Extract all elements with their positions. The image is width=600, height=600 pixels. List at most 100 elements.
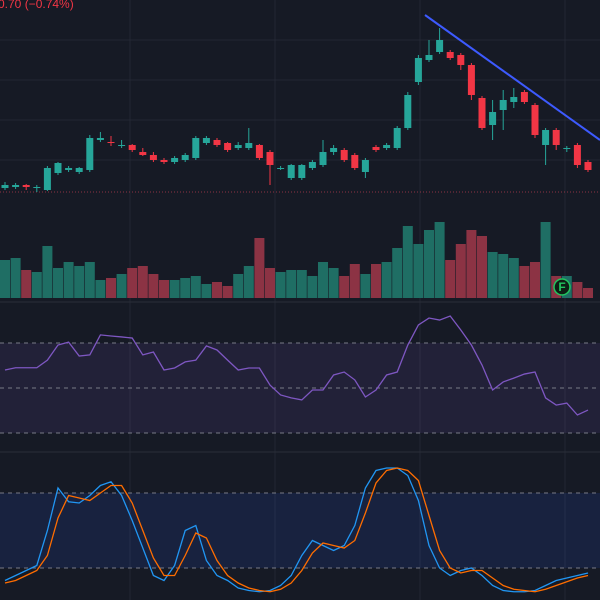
event-icon[interactable] bbox=[553, 278, 571, 296]
volume-bar bbox=[275, 272, 286, 298]
candle-body bbox=[22, 185, 30, 187]
candle-body bbox=[542, 130, 550, 145]
candle-body bbox=[202, 138, 210, 143]
candle-body bbox=[457, 55, 465, 65]
indicator-line bbox=[4, 315, 589, 416]
volume-bar bbox=[84, 262, 95, 298]
candle-body bbox=[33, 187, 41, 188]
candle-body bbox=[213, 140, 221, 145]
volume-bar bbox=[371, 264, 381, 298]
candle-body bbox=[1, 185, 9, 188]
candle-body bbox=[171, 158, 179, 162]
candle-body bbox=[563, 148, 571, 149]
candle-body bbox=[96, 138, 104, 140]
volume-bar bbox=[265, 268, 275, 298]
volume-bar bbox=[10, 258, 21, 298]
candle-body bbox=[573, 145, 581, 165]
indicator-line bbox=[4, 467, 589, 593]
volume-bar bbox=[487, 252, 498, 298]
candle-body bbox=[446, 52, 454, 58]
candle-body bbox=[478, 98, 486, 128]
candle-body bbox=[75, 168, 83, 172]
volume-bar bbox=[222, 286, 233, 298]
volume-bar bbox=[31, 272, 42, 298]
volume-bar bbox=[530, 262, 540, 298]
candle-body bbox=[499, 100, 507, 110]
candle-body bbox=[234, 145, 242, 148]
candle-body bbox=[319, 152, 327, 165]
volume-bar bbox=[212, 282, 222, 298]
candle-body bbox=[330, 148, 338, 152]
volume-bar bbox=[349, 264, 360, 298]
volume-bar bbox=[434, 222, 445, 298]
indicator-pane bbox=[0, 467, 600, 593]
candle-body bbox=[584, 162, 592, 170]
candle-body bbox=[245, 143, 253, 148]
candle-body bbox=[351, 155, 359, 168]
volume-bar bbox=[286, 270, 297, 298]
volume-bar bbox=[307, 276, 318, 298]
candle-body bbox=[118, 145, 126, 146]
volume-bar bbox=[159, 280, 169, 298]
candle-body bbox=[467, 65, 475, 95]
candle-body bbox=[531, 105, 539, 135]
candle-body bbox=[65, 168, 73, 170]
candle-body bbox=[393, 128, 401, 148]
volume-bar bbox=[127, 268, 138, 298]
volume-bar bbox=[455, 244, 466, 298]
volume-bar bbox=[254, 238, 265, 298]
candle-body bbox=[404, 95, 412, 128]
volume-bar bbox=[445, 260, 456, 298]
volume-bar bbox=[413, 244, 424, 298]
volume-bar bbox=[63, 262, 74, 298]
candle-body bbox=[277, 168, 285, 169]
candle-body bbox=[308, 162, 316, 168]
volume-bar bbox=[42, 246, 53, 298]
volume-bar bbox=[381, 262, 392, 298]
volume-bar bbox=[360, 274, 371, 298]
volume-bar bbox=[201, 284, 212, 298]
volume-bar bbox=[328, 268, 339, 298]
candle-body bbox=[383, 145, 391, 148]
candle-body bbox=[372, 147, 380, 150]
volume-bar bbox=[477, 236, 487, 298]
volume-bar bbox=[116, 274, 127, 298]
candle-body bbox=[192, 138, 200, 158]
volume-bar bbox=[180, 278, 191, 298]
volume-bar bbox=[137, 266, 148, 298]
volume-bar bbox=[53, 268, 63, 298]
candle-body bbox=[107, 142, 115, 143]
candle-body bbox=[54, 163, 62, 173]
event-label[interactable]: F bbox=[558, 280, 565, 294]
candle-body bbox=[361, 160, 369, 172]
candle-body bbox=[520, 92, 528, 102]
volume-bar bbox=[243, 266, 254, 298]
candle-body bbox=[160, 160, 168, 162]
trend-line bbox=[424, 14, 600, 141]
volume-bar bbox=[424, 230, 434, 298]
candle-body bbox=[425, 55, 433, 60]
volume-bar bbox=[572, 282, 583, 298]
volume-bar bbox=[498, 254, 509, 298]
volume-bar bbox=[106, 278, 116, 298]
indicator-line bbox=[4, 467, 589, 593]
candle-body bbox=[552, 130, 560, 145]
candle-body bbox=[12, 185, 20, 187]
candle-body bbox=[287, 165, 295, 178]
candle-body bbox=[43, 168, 51, 190]
candle-body bbox=[436, 40, 444, 52]
candle-body bbox=[298, 165, 306, 178]
volume-bar bbox=[466, 230, 477, 298]
candle-body bbox=[340, 150, 348, 160]
candle-body bbox=[266, 152, 274, 165]
volume-bar bbox=[169, 280, 180, 298]
price-change: 0.70 (−0.74%) bbox=[0, 0, 74, 11]
candle-body bbox=[128, 145, 136, 150]
candle-body bbox=[224, 143, 232, 150]
volume-bar bbox=[0, 260, 10, 298]
candle-body bbox=[255, 145, 263, 158]
volume-bar bbox=[296, 270, 307, 298]
candle-body bbox=[181, 155, 189, 160]
